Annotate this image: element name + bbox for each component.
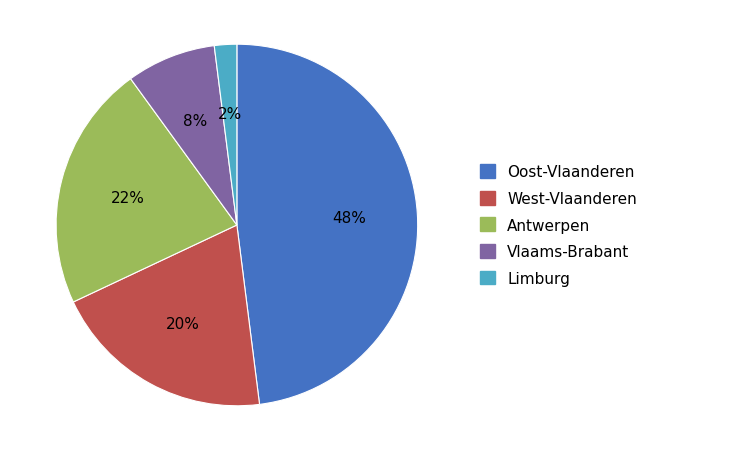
Wedge shape [237, 45, 417, 405]
Wedge shape [214, 45, 237, 226]
Wedge shape [56, 79, 237, 302]
Text: 2%: 2% [218, 106, 242, 121]
Wedge shape [131, 46, 237, 226]
Text: 48%: 48% [332, 211, 365, 226]
Text: 20%: 20% [166, 316, 200, 331]
Wedge shape [73, 226, 259, 406]
Legend: Oost-Vlaanderen, West-Vlaanderen, Antwerpen, Vlaams-Brabant, Limburg: Oost-Vlaanderen, West-Vlaanderen, Antwer… [480, 165, 637, 286]
Text: 22%: 22% [111, 190, 145, 205]
Text: 8%: 8% [183, 114, 208, 129]
